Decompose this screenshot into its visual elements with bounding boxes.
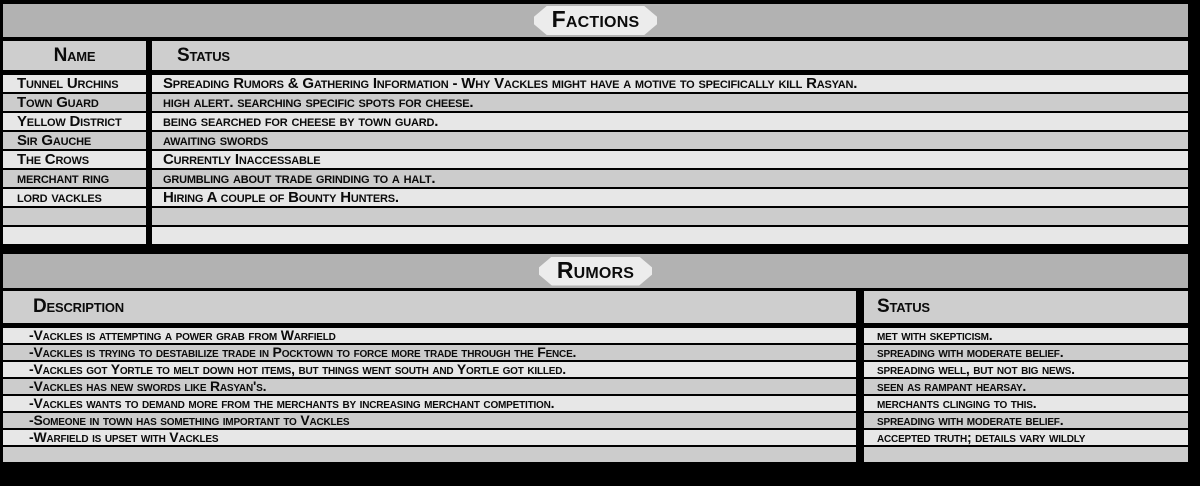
factions-title: Factions (551, 6, 640, 32)
factions-table-header: Name Status (3, 41, 1188, 75)
rumors-table-header: Description Status (3, 291, 1188, 328)
faction-status-cell[interactable]: high alert. searching specific spots for… (163, 94, 474, 111)
rumors-column-header-description: Description (3, 291, 864, 323)
rumor-row: -Vackles is trying to destabilize trade … (3, 345, 1188, 362)
rumor-status-cell[interactable]: seen as rampant hearsay. (877, 379, 1027, 394)
faction-row: Sir Gauche awaiting swords (3, 132, 1188, 151)
faction-row: The Crows Currently Inaccessable (3, 151, 1188, 170)
faction-status-cell[interactable] (152, 208, 1188, 225)
rumor-description-cell[interactable]: -Vackles wants to demand more from the m… (3, 396, 864, 411)
faction-name-cell[interactable]: merchant ring (3, 170, 152, 187)
rumors-section-bar: Rumors (3, 254, 1188, 288)
rumor-row: -Someone in town has something important… (3, 413, 1188, 430)
rumor-row: -Vackles has new swords like Rasyan's. s… (3, 379, 1188, 396)
rumor-status-cell[interactable]: spreading with moderate belief. (877, 413, 1064, 428)
rumors-title-badge: Rumors (539, 257, 652, 286)
faction-row-empty (3, 208, 1188, 227)
rumor-description-cell[interactable]: -Vackles is trying to destabilize trade … (3, 345, 864, 360)
faction-name-cell[interactable]: Town Guard (3, 94, 152, 111)
faction-status-cell[interactable]: Hiring A couple of Bounty Hunters. (163, 189, 399, 206)
faction-row: Tunnel Urchins Spreading Rumors & Gather… (3, 75, 1188, 94)
rumor-description-cell[interactable]: -Vackles has new swords like Rasyan's. (3, 379, 864, 394)
faction-status-cell[interactable]: being searched for cheese by town guard. (163, 113, 439, 130)
rumor-description-cell[interactable] (3, 447, 864, 462)
faction-row: lord vackles Hiring A couple of Bounty H… (3, 189, 1188, 208)
faction-status-cell[interactable]: Spreading Rumors & Gathering Information… (163, 75, 858, 92)
rumor-row: -Vackles got Yortle to melt down hot ite… (3, 362, 1188, 379)
faction-status-cell[interactable]: awaiting swords (163, 132, 269, 149)
faction-name-cell[interactable]: lord vackles (3, 189, 152, 206)
faction-status-cell[interactable]: grumbling about trade grinding to a halt… (163, 170, 436, 187)
rumor-row: -Warfield is upset with Vackles accepted… (3, 430, 1188, 447)
faction-name-cell[interactable]: Sir Gauche (3, 132, 152, 149)
faction-status-cell[interactable] (152, 227, 1188, 244)
faction-name-cell[interactable]: The Crows (3, 151, 152, 168)
rumor-description-cell[interactable]: -Vackles is attempting a power grab from… (3, 328, 864, 343)
factions-column-header-name: Name (3, 41, 152, 70)
faction-row-empty (3, 227, 1188, 246)
rumor-status-cell[interactable]: spreading well, but not big news. (877, 362, 1075, 377)
rumor-description-cell[interactable]: -Warfield is upset with Vackles (3, 430, 864, 445)
faction-row: Yellow District being searched for chees… (3, 113, 1188, 132)
rumor-row: -Vackles wants to demand more from the m… (3, 396, 1188, 413)
rumor-status-cell[interactable]: met with skepticism. (877, 328, 993, 343)
rumor-description-cell[interactable]: -Someone in town has something important… (3, 413, 864, 428)
rumor-status-cell[interactable]: merchants clinging to this. (877, 396, 1037, 411)
rumors-column-header-status: Status (877, 296, 930, 317)
factions-section-bar: Factions (3, 4, 1188, 37)
rumor-row: -Vackles is attempting a power grab from… (3, 328, 1188, 345)
faction-name-cell[interactable] (3, 227, 152, 244)
rumor-status-cell[interactable]: spreading with moderate belief. (877, 345, 1064, 360)
rumors-title: Rumors (556, 256, 635, 283)
rumor-status-cell[interactable]: accepted truth; details vary wildly (877, 430, 1086, 445)
factions-title-badge: Factions (534, 6, 658, 35)
faction-name-cell[interactable] (3, 208, 152, 225)
faction-name-cell[interactable]: Tunnel Urchins (3, 75, 152, 92)
rumor-description-cell[interactable]: -Vackles got Yortle to melt down hot ite… (3, 362, 864, 377)
rumor-row-empty (3, 447, 1188, 464)
faction-row: Town Guard high alert. searching specifi… (3, 94, 1188, 113)
faction-name-cell[interactable]: Yellow District (3, 113, 152, 130)
faction-status-cell[interactable]: Currently Inaccessable (163, 151, 321, 168)
rumor-status-cell[interactable] (864, 447, 1188, 462)
faction-row: merchant ring grumbling about trade grin… (3, 170, 1188, 189)
factions-column-header-status: Status (177, 44, 230, 66)
